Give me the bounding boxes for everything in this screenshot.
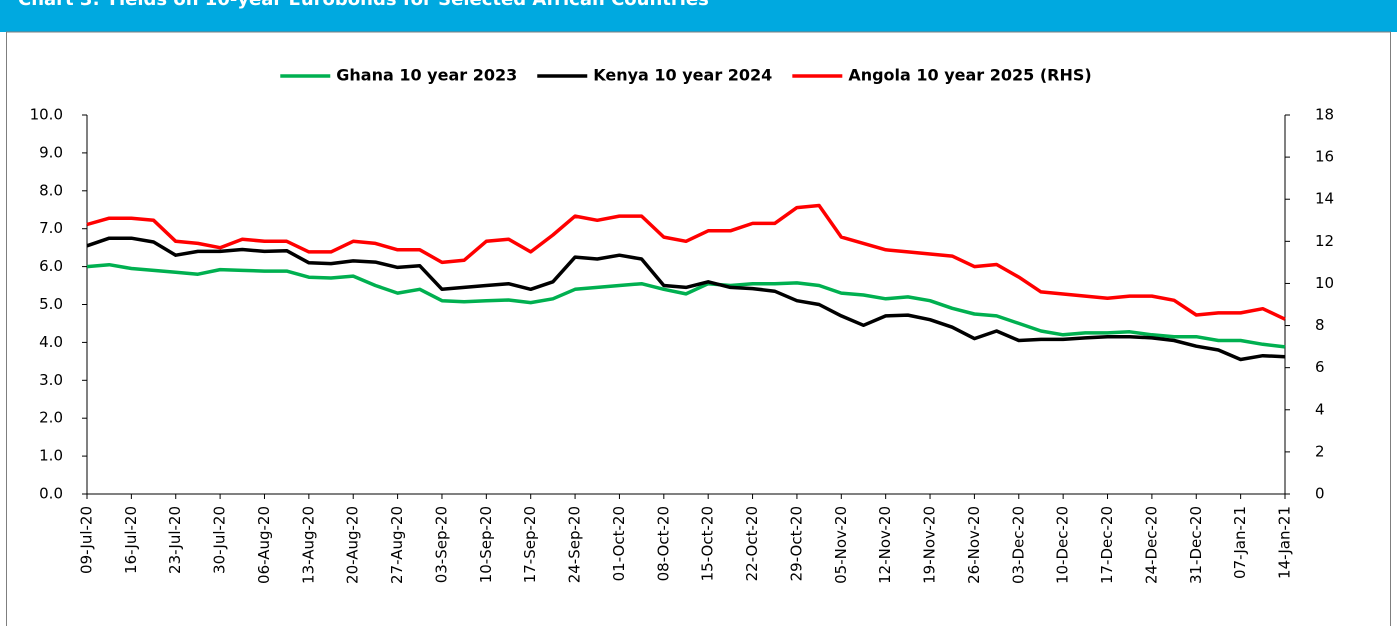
y-tick-label: 7.0 [39,219,63,237]
y-tick-label: 3.0 [39,371,63,389]
x-tick-label: 16-Jul-20 [122,506,140,574]
x-tick-label: 06-Aug-20 [255,506,273,584]
legend-label: Kenya 10 year 2024 [593,66,772,85]
x-tick-label: 03-Sep-20 [432,506,450,583]
y-tick-label: 2.0 [39,409,63,427]
y-tick-label: 10.0 [30,106,63,124]
x-tick-label: 14-Jan-21 [1276,506,1294,579]
x-tick-label: 09-Jul-20 [78,506,96,574]
series-line [86,236,1286,362]
y-tick-label: 4.0 [39,333,63,351]
chart-title: Chart 3: Yields on 10-year Eurobonds for… [18,0,709,10]
x-tick-label: 15-Oct-20 [699,506,717,581]
y2-tick-label: 6 [1315,358,1325,376]
x-tick-label: 24-Sep-20 [566,506,584,583]
x-tick-label: 19-Nov-20 [921,506,939,584]
x-tick-label: 10-Dec-20 [1054,506,1072,584]
x-tick-label: 17-Dec-20 [1098,506,1116,584]
y-tick-label: 1.0 [39,447,63,465]
x-tick-label: 10-Sep-20 [477,506,495,583]
y2-tick-label: 0 [1315,485,1325,503]
x-tick-label: 23-Jul-20 [166,506,184,574]
x-tick-label: 26-Nov-20 [965,506,983,584]
x-tick-label: 01-Oct-20 [610,506,628,581]
frame [6,31,1391,630]
x-tick-label: 29-Oct-20 [787,506,805,581]
legend-item: Kenya 10 year 2024 [537,66,772,85]
y-tick-label: 0.0 [39,485,63,503]
y-tick-label: 9.0 [39,143,63,161]
y2-tick-label: 2 [1315,442,1325,460]
series-line [86,203,1286,321]
legend-item: Angola 10 year 2025 (RHS) [792,66,1092,85]
legend-item: Ghana 10 year 2023 [280,66,517,85]
x-tick-label: 13-Aug-20 [299,506,317,584]
x-tick-label: 22-Oct-20 [743,506,761,581]
y2-tick-label: 14 [1315,190,1334,208]
y2-tick-label: 12 [1315,232,1334,250]
y2-tick-label: 16 [1315,148,1334,166]
x-tick-label: 20-Aug-20 [344,506,362,584]
x-tick-label: 03-Dec-20 [1009,506,1027,584]
y-tick-label: 6.0 [39,257,63,275]
x-tick-label: 24-Dec-20 [1142,506,1160,584]
y2-tick-label: 4 [1315,400,1325,418]
y2-tick-label: 18 [1315,106,1334,124]
x-tick-label: 08-Oct-20 [654,506,672,581]
x-tick-label: 07-Jan-21 [1231,506,1249,579]
x-tick-label: 05-Nov-20 [832,506,850,584]
y2-tick-label: 8 [1315,316,1325,334]
x-tick-label: 12-Nov-20 [876,506,894,584]
x-tick-label: 31-Dec-20 [1187,506,1205,584]
x-tick-label: 30-Jul-20 [211,506,229,574]
x-tick-label: 27-Aug-20 [388,506,406,584]
x-tick-label: 17-Sep-20 [521,506,539,583]
y2-tick-label: 10 [1315,274,1334,292]
legend-label: Angola 10 year 2025 (RHS) [848,66,1091,85]
header-bar [0,0,1397,32]
legend-label: Ghana 10 year 2023 [336,66,517,85]
series-line [86,262,1286,349]
y-tick-label: 8.0 [39,181,63,199]
y-tick-label: 5.0 [39,295,63,313]
